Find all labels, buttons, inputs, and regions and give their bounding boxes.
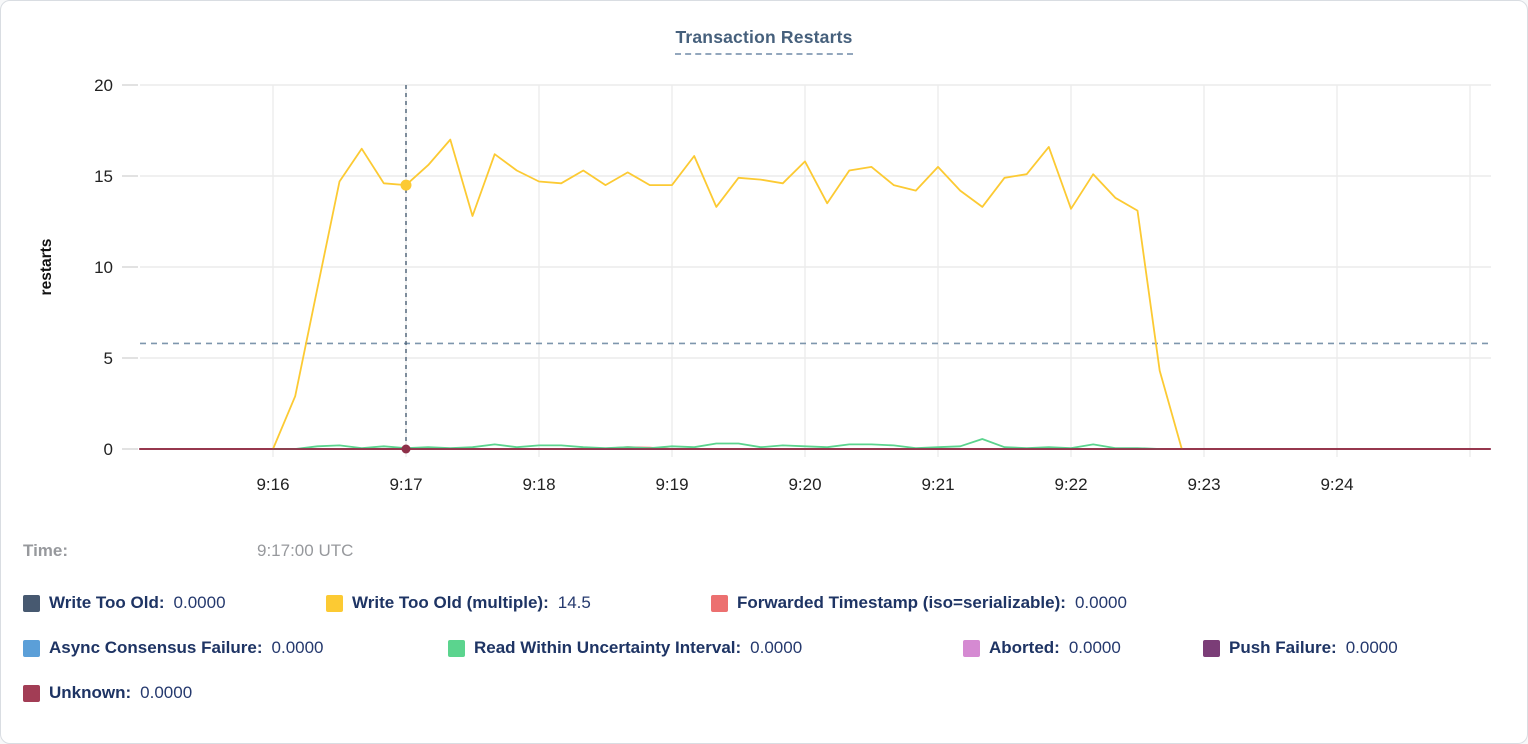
x-tick-label: 9:20	[788, 475, 821, 494]
legend-label: Async Consensus Failure:	[49, 638, 263, 657]
read-within-uncertainty-swatch-icon	[448, 639, 465, 657]
legend-item-aborted: Aborted: 0.0000	[963, 638, 1121, 658]
chart-title: Transaction Restarts	[675, 27, 853, 55]
legend-label: Unknown:	[49, 683, 132, 702]
legend-value: 0.0000	[1068, 638, 1121, 657]
y-tick-label: 5	[104, 349, 113, 368]
legend-value: 0.0000	[173, 593, 226, 612]
chart-title-wrap: Transaction Restarts	[1, 27, 1527, 55]
y-tick-label: 0	[104, 440, 113, 459]
aborted-swatch-icon	[963, 639, 980, 657]
legend-item-push-failure: Push Failure: 0.0000	[1203, 638, 1398, 658]
transaction-restarts-chart[interactable]: 0 5 10 15 20 9:16 9:17 9:18 9:19 9:20 9:21 9:22 9:23…	[1, 1, 1528, 521]
legend-item-write-too-old-multiple: Write Too Old (multiple): 14.5	[326, 593, 591, 613]
legend-item-async-consensus-failure: Async Consensus Failure: 0.0000	[23, 638, 324, 658]
legend-value: 0.0000	[140, 683, 193, 702]
x-tick-label: 9:19	[655, 475, 688, 494]
x-tick-label: 9:21	[921, 475, 954, 494]
x-tick-label: 9:24	[1320, 475, 1353, 494]
write-too-old-swatch-icon	[23, 594, 40, 612]
x-tick-label: 9:23	[1187, 475, 1220, 494]
legend-item-write-too-old: Write Too Old: 0.0000	[23, 593, 226, 613]
hover-time-row: Time: 9:17:00 UTC	[1, 541, 1527, 565]
time-value: 9:17:00 UTC	[257, 541, 354, 560]
legend-item-unknown: Unknown: 0.0000	[23, 683, 192, 703]
y-axis-label: restarts	[38, 239, 55, 296]
legend-label: Push Failure:	[1229, 638, 1337, 657]
legend-label: Write Too Old:	[49, 593, 165, 612]
legend-row-2: Async Consensus Failure: 0.0000 Read Wit…	[1, 638, 1527, 662]
x-tick-label: 9:16	[256, 475, 289, 494]
legend-label: Aborted:	[989, 638, 1060, 657]
legend-value: 0.0000	[1074, 593, 1127, 612]
time-label: Time:	[23, 541, 69, 560]
async-consensus-failure-swatch-icon	[23, 639, 40, 657]
legend-row-1: Write Too Old: 0.0000 Write Too Old (mul…	[1, 593, 1527, 617]
x-tick-label: 9:17	[389, 475, 422, 494]
legend-label: Forwarded Timestamp (iso=serializable):	[737, 593, 1066, 612]
push-failure-swatch-icon	[1203, 639, 1220, 657]
crosshair-dot-write-too-old-multiple-	[400, 179, 412, 191]
y-tick-label: 15	[94, 167, 113, 186]
unknown-swatch-icon	[23, 684, 40, 702]
legend-value: 14.5	[557, 593, 591, 612]
y-tick-label: 20	[94, 76, 113, 95]
write-too-old-multiple-swatch-icon	[326, 594, 343, 612]
legend-label: Read Within Uncertainty Interval:	[474, 638, 742, 657]
legend-value: 0.0000	[271, 638, 324, 657]
legend-value: 0.0000	[750, 638, 803, 657]
forwarded-timestamp-swatch-icon	[711, 594, 728, 612]
series-line-read-within-uncertainty-interval	[272, 438, 1161, 450]
series-line-write-too-old-multiple-	[272, 138, 1183, 450]
legend-value: 0.0000	[1345, 638, 1398, 657]
x-tick-label: 9:18	[522, 475, 555, 494]
crosshair-dot-unknown	[401, 444, 411, 454]
legend-row-3: Unknown: 0.0000	[1, 683, 1527, 707]
x-tick-label: 9:22	[1054, 475, 1087, 494]
y-tick-label: 10	[94, 258, 113, 277]
legend-item-read-within-uncertainty: Read Within Uncertainty Interval: 0.0000	[448, 638, 802, 658]
legend-label: Write Too Old (multiple):	[352, 593, 549, 612]
legend-item-forwarded-timestamp: Forwarded Timestamp (iso=serializable): …	[711, 593, 1127, 613]
